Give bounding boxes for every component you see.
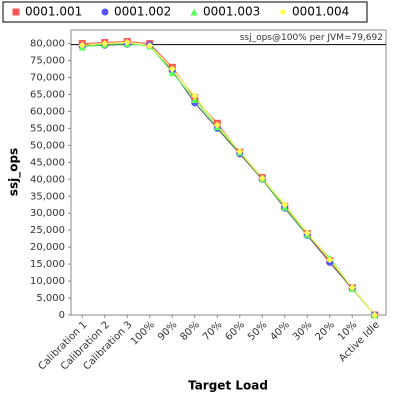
x-tick-label: 20% [313,319,337,343]
legend-label: 0001.003 [203,5,260,19]
x-axis-title: Target Load [188,379,268,393]
marker [101,8,109,16]
series-line [82,43,376,316]
legend-label: 0001.004 [292,5,349,19]
x-tick-label: 50% [246,319,270,343]
y-tick-label: 50,000 [30,140,65,151]
x-tick-label: 90% [156,319,180,343]
x-tick-label: 30% [291,319,315,343]
marker [12,8,20,16]
x-tick-label: 60% [223,319,247,343]
marker [348,284,356,292]
marker [168,65,176,73]
marker [190,8,198,16]
y-tick-label: 40,000 [30,174,65,185]
marker [101,40,109,48]
y-axis-title: ssj_ops [7,148,22,196]
y-tick-label: 0 [59,310,65,321]
marker [303,229,311,237]
y-tick-label: 75,000 [30,56,65,67]
y-tick-label: 80,000 [30,39,65,50]
y-tick-label: 55,000 [30,123,65,134]
x-tick-label: 80% [178,319,202,343]
marker [371,311,379,319]
marker [78,41,86,49]
marker [191,92,199,100]
y-tick-label: 5,000 [36,293,65,304]
y-tick-label: 70,000 [30,73,65,84]
marker [326,256,334,264]
legend-box [2,1,368,23]
legend-label: 0001.001 [25,5,82,19]
marker [279,8,287,16]
annotation: ssj_ops@100% per JVM=79,692 [240,33,383,43]
series-line [82,41,376,316]
y-tick-label: 45,000 [30,157,65,168]
x-tick-label: 40% [268,319,292,343]
y-tick-label: 65,000 [30,89,65,100]
y-tick-label: 35,000 [30,191,65,202]
y-tick-label: 25,000 [30,225,65,236]
y-tick-label: 15,000 [30,259,65,270]
y-tick-label: 30,000 [30,208,65,219]
marker [236,147,244,155]
marker [258,174,266,182]
marker [281,201,289,209]
y-tick-label: 20,000 [30,242,65,253]
x-tick-label: 100% [129,319,157,347]
marker [213,121,221,129]
marker [146,42,154,50]
x-tick-label: 70% [201,319,225,343]
y-tick-label: 60,000 [30,106,65,117]
y-tick-label: 10,000 [30,276,65,287]
marker [123,38,131,46]
legend-label: 0001.002 [114,5,171,19]
